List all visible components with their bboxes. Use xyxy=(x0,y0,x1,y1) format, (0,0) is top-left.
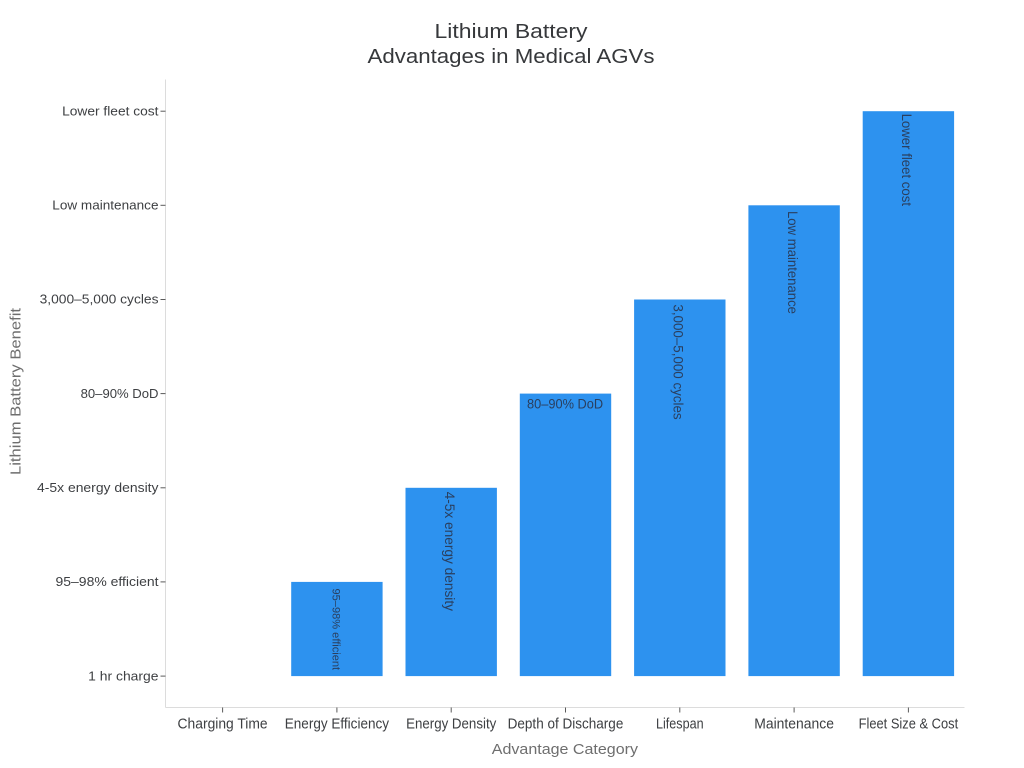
svg-text:Advantage Category: Advantage Category xyxy=(492,742,639,758)
svg-text:4-5x energy density: 4-5x energy density xyxy=(37,480,159,495)
svg-text:1 hr charge: 1 hr charge xyxy=(88,668,158,683)
svg-text:Lithium Battery: Lithium Battery xyxy=(435,21,588,43)
svg-text:4-5x energy density: 4-5x energy density xyxy=(442,492,457,612)
svg-text:3,000–5,000 cycles: 3,000–5,000 cycles xyxy=(40,292,159,307)
svg-text:Maintenance: Maintenance xyxy=(754,716,834,732)
svg-text:95–98% efficient: 95–98% efficient xyxy=(329,589,341,671)
svg-text:Lithium Battery Benefit: Lithium Battery Benefit xyxy=(7,307,24,475)
svg-text:Energy Efficiency: Energy Efficiency xyxy=(285,716,390,732)
svg-text:Energy Density: Energy Density xyxy=(406,716,497,732)
svg-text:Lifespan: Lifespan xyxy=(656,716,704,732)
svg-text:80–90% DoD: 80–90% DoD xyxy=(81,386,159,401)
svg-text:3,000–5,000 cycles: 3,000–5,000 cycles xyxy=(670,304,685,419)
svg-text:80–90% DoD: 80–90% DoD xyxy=(527,396,603,412)
svg-text:Depth of Discharge: Depth of Discharge xyxy=(508,716,624,732)
svg-text:95–98% efficient: 95–98% efficient xyxy=(56,574,159,589)
svg-text:Lower fleet cost: Lower fleet cost xyxy=(899,114,914,207)
svg-text:Lower fleet cost: Lower fleet cost xyxy=(62,103,159,118)
svg-text:Advantages in Medical AGVs: Advantages in Medical AGVs xyxy=(368,46,655,68)
svg-text:Low maintenance: Low maintenance xyxy=(785,211,800,314)
svg-text:Charging Time: Charging Time xyxy=(178,716,268,732)
svg-text:Fleet Size & Cost: Fleet Size & Cost xyxy=(859,716,959,732)
svg-text:Low maintenance: Low maintenance xyxy=(52,198,158,213)
